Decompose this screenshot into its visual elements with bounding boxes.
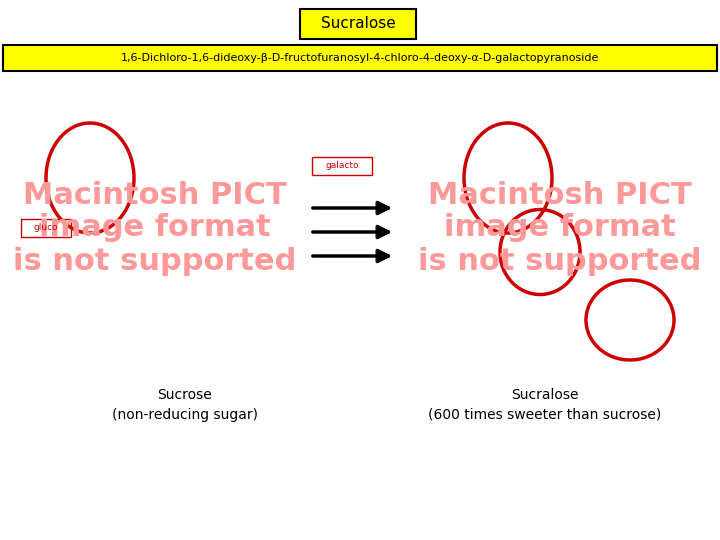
- Text: Macintosh PICT: Macintosh PICT: [23, 180, 287, 210]
- FancyBboxPatch shape: [3, 45, 717, 71]
- Text: is not supported: is not supported: [418, 246, 702, 275]
- Text: is not supported: is not supported: [13, 246, 297, 275]
- Text: image format: image format: [39, 213, 271, 242]
- Text: Sucralose: Sucralose: [320, 17, 395, 31]
- Text: image format: image format: [444, 213, 676, 242]
- Text: (600 times sweeter than sucrose): (600 times sweeter than sucrose): [428, 408, 662, 422]
- FancyBboxPatch shape: [300, 9, 416, 39]
- Text: Macintosh PICT: Macintosh PICT: [428, 180, 692, 210]
- Text: 1,6-Dichloro-1,6-dideoxy-β-D-fructofuranosyl-4-chloro-4-deoxy-α-D-galactopyranos: 1,6-Dichloro-1,6-dideoxy-β-D-fructofuran…: [121, 53, 599, 63]
- Text: Sucralose: Sucralose: [511, 388, 579, 402]
- Text: gluco: gluco: [34, 224, 58, 233]
- Text: Sucrose: Sucrose: [158, 388, 212, 402]
- Text: (non-reducing sugar): (non-reducing sugar): [112, 408, 258, 422]
- Text: galacto: galacto: [325, 161, 359, 171]
